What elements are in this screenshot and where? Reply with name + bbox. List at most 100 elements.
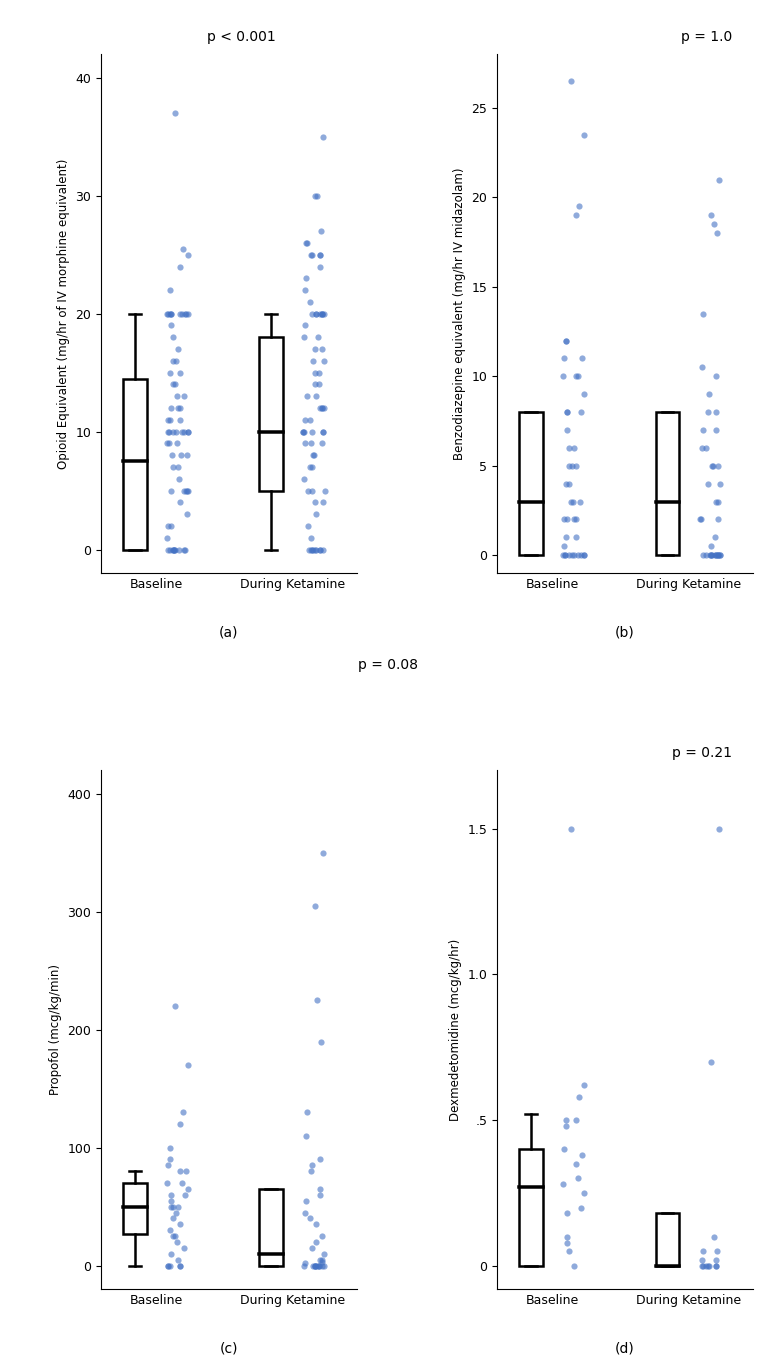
Point [305, 527, 317, 548]
Point [313, 362, 325, 384]
Point [173, 1255, 185, 1277]
Point [297, 421, 310, 442]
Point [570, 1153, 582, 1175]
Point [558, 347, 570, 369]
Point [165, 1196, 177, 1217]
Point [161, 1155, 174, 1177]
Point [712, 1240, 724, 1262]
Point [695, 357, 708, 379]
Point [316, 303, 328, 324]
Point [314, 255, 327, 277]
Point [315, 220, 327, 242]
Point [568, 1255, 580, 1277]
Point [168, 1225, 181, 1247]
Point [712, 491, 724, 513]
Point [558, 1139, 570, 1160]
Point [171, 1248, 184, 1270]
Point [317, 1255, 330, 1277]
Point [168, 102, 181, 123]
Point [296, 421, 309, 442]
Point [304, 290, 317, 312]
Point [304, 1208, 317, 1229]
Point [167, 456, 179, 478]
Point [712, 509, 725, 531]
Point [310, 385, 322, 407]
Point [710, 402, 722, 423]
Point [317, 421, 329, 442]
Bar [519, 413, 543, 555]
Point [572, 1167, 584, 1189]
Point [161, 421, 174, 442]
Point [161, 1255, 174, 1277]
Point [559, 544, 572, 566]
Point [169, 539, 182, 560]
Point [558, 536, 570, 558]
Point [706, 455, 719, 476]
Point [165, 480, 177, 502]
Point [307, 350, 320, 372]
Point [563, 437, 576, 459]
Point [565, 818, 577, 840]
Point [557, 544, 570, 566]
Point [182, 480, 194, 502]
Point [167, 373, 179, 395]
Point [560, 1115, 573, 1137]
Point [182, 421, 194, 442]
Point [303, 408, 316, 430]
Point [695, 1255, 708, 1277]
Point [171, 456, 184, 478]
Point [314, 244, 326, 266]
Point [316, 398, 328, 419]
Point [698, 1240, 710, 1262]
Point [700, 1255, 712, 1277]
Point [165, 1243, 177, 1265]
Point [559, 472, 572, 494]
Point [710, 419, 722, 441]
Point [310, 303, 323, 324]
Point [712, 544, 724, 566]
Point [308, 444, 320, 465]
Point [304, 539, 317, 560]
Point [314, 1183, 327, 1205]
Point [566, 544, 579, 566]
Point [178, 1238, 190, 1259]
Point [695, 1250, 708, 1272]
Point [316, 303, 328, 324]
Text: p = 0.08: p = 0.08 [358, 658, 418, 672]
Text: (d): (d) [615, 1341, 635, 1356]
Point [575, 1197, 587, 1219]
Point [306, 303, 318, 324]
Point [572, 544, 584, 566]
Point [162, 516, 175, 537]
Point [714, 544, 726, 566]
Point [560, 1109, 573, 1130]
Point [300, 1125, 312, 1147]
Point [317, 539, 329, 560]
Point [306, 1238, 318, 1259]
Point [316, 1225, 328, 1247]
Point [301, 232, 314, 254]
Point [563, 455, 575, 476]
Point [165, 398, 177, 419]
Point [176, 237, 189, 259]
Point [167, 539, 179, 560]
Point [705, 536, 718, 558]
Text: (a): (a) [219, 626, 238, 639]
Point [167, 1196, 179, 1217]
Point [300, 433, 312, 455]
Point [314, 244, 327, 266]
Point [176, 303, 189, 324]
Point [165, 1190, 177, 1212]
Point [182, 244, 194, 266]
Point [300, 1202, 312, 1224]
Point [708, 1225, 720, 1247]
Point [316, 1255, 328, 1277]
Text: (b): (b) [615, 626, 635, 639]
Point [161, 1172, 173, 1194]
Point [319, 480, 331, 502]
Point [164, 1148, 176, 1170]
Point [560, 1232, 573, 1254]
Point [702, 384, 715, 406]
Point [182, 1178, 194, 1200]
Point [317, 126, 329, 148]
